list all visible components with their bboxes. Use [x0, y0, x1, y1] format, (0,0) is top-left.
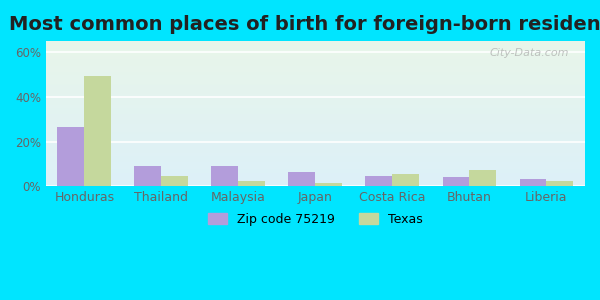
- Bar: [211, 166, 238, 186]
- Bar: [134, 166, 161, 186]
- Text: City-Data.com: City-Data.com: [490, 48, 569, 59]
- Bar: [238, 181, 265, 186]
- Bar: [85, 76, 112, 186]
- Bar: [443, 178, 469, 186]
- Bar: [58, 127, 85, 186]
- Title: Most common places of birth for foreign-born residents: Most common places of birth for foreign-…: [9, 15, 600, 34]
- Bar: [316, 183, 343, 186]
- Bar: [469, 169, 496, 186]
- Bar: [547, 181, 574, 186]
- Legend: Zip code 75219, Texas: Zip code 75219, Texas: [203, 208, 428, 231]
- Bar: [520, 178, 547, 186]
- Bar: [289, 172, 316, 186]
- Bar: [161, 176, 188, 186]
- Bar: [365, 176, 392, 186]
- Bar: [392, 174, 419, 186]
